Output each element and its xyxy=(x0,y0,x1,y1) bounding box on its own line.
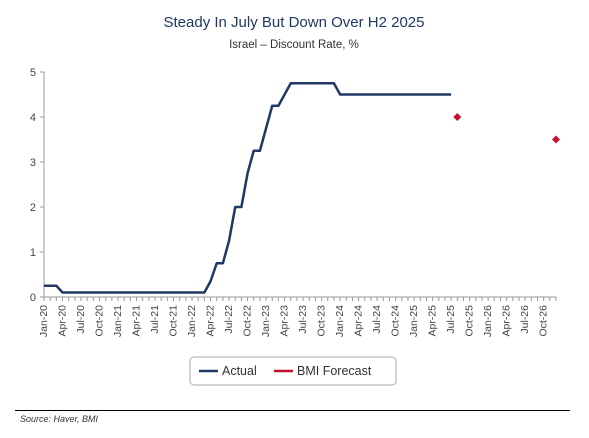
x-tick-label: Apr-20 xyxy=(57,305,69,337)
x-tick-label: Jul-26 xyxy=(519,305,531,334)
forecast-point xyxy=(453,113,462,121)
legend-label-forecast: BMI Forecast xyxy=(297,364,372,378)
x-tick-label: Jul-22 xyxy=(223,305,235,334)
x-tick-label: Apr-23 xyxy=(279,305,291,337)
x-tick-label: Jan-24 xyxy=(334,305,346,337)
x-tick-label: Jul-23 xyxy=(297,305,309,334)
x-tick-label: Jan-23 xyxy=(260,305,272,337)
y-tick-label: 1 xyxy=(30,247,36,259)
x-tick-label: Jan-25 xyxy=(408,305,420,337)
x-tick-label: Oct-25 xyxy=(464,305,476,337)
x-tick-label: Oct-26 xyxy=(538,305,550,337)
y-tick-label: 3 xyxy=(30,157,36,169)
source-rule xyxy=(15,410,570,411)
chart-title: Steady In July But Down Over H2 2025 xyxy=(164,14,425,31)
y-tick-label: 0 xyxy=(30,292,36,304)
x-tick-label: Jan-22 xyxy=(186,305,198,337)
x-tick-label: Jul-24 xyxy=(371,305,383,334)
x-tick-label: Jul-20 xyxy=(75,305,87,334)
chart-subtitle: Israel – Discount Rate, % xyxy=(229,39,359,51)
x-tick-label: Oct-23 xyxy=(316,305,328,337)
x-tick-label: Apr-24 xyxy=(353,305,365,337)
y-tick-label: 5 xyxy=(30,67,36,79)
x-tick-label: Oct-22 xyxy=(242,305,254,337)
forecast-point xyxy=(552,135,560,144)
x-tick-label: Apr-22 xyxy=(205,305,217,337)
x-tick-label: Apr-21 xyxy=(131,305,143,337)
x-tick-label: Oct-20 xyxy=(94,305,106,337)
legend-label-actual: Actual xyxy=(222,364,257,378)
x-tick-label: Jul-25 xyxy=(445,305,457,334)
x-tick-label: Jan-21 xyxy=(112,305,124,337)
x-tick-label: Apr-26 xyxy=(501,305,513,337)
series-line-actual xyxy=(44,82,452,294)
y-tick-label: 4 xyxy=(30,112,36,124)
x-tick-label: Oct-24 xyxy=(390,305,402,337)
plot-area: 0 1 2 3 4 5 Jan-20 Apr-20 Jul-20 Oct-20 Jan-21 Apr-… xyxy=(30,67,560,337)
source-note: Source: Haver, BMI xyxy=(20,414,99,424)
y-tick-label: 2 xyxy=(30,202,36,214)
x-tick-label: Jul-21 xyxy=(149,305,161,334)
x-tick-label: Apr-25 xyxy=(427,305,439,337)
legend[interactable]: Actual BMI Forecast xyxy=(189,356,397,386)
x-tick-label: Oct-21 xyxy=(168,305,180,337)
x-tick-label: Jan-20 xyxy=(38,305,50,337)
x-tick-label: Jan-26 xyxy=(482,305,494,337)
